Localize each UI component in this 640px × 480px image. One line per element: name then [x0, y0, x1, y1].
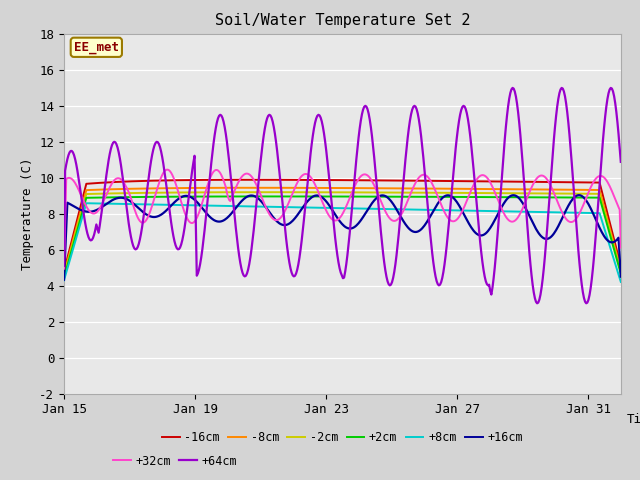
Text: EE_met: EE_met [74, 41, 119, 54]
Legend: +32cm, +64cm: +32cm, +64cm [108, 450, 243, 472]
Title: Soil/Water Temperature Set 2: Soil/Water Temperature Set 2 [214, 13, 470, 28]
Y-axis label: Temperature (C): Temperature (C) [20, 157, 34, 270]
Text: Time: Time [627, 413, 640, 426]
